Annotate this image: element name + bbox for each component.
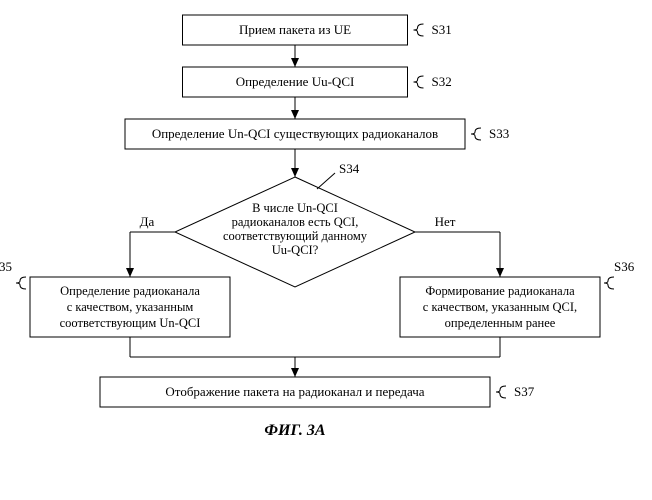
s34-id: S34	[339, 161, 360, 176]
s34-text: радиоканалов есть QCI,	[232, 215, 359, 229]
s36-bracket	[604, 277, 614, 289]
branch-no: Нет	[435, 214, 456, 229]
s34-text: В числе Un-QCI	[252, 201, 338, 215]
s32-text: Определение Uu-QCI	[236, 74, 355, 89]
s36-id: S36	[614, 259, 635, 274]
branch-yes: Да	[140, 214, 155, 229]
s34-text: соответствующий данному	[223, 229, 368, 243]
s37-text: Отображение пакета на радиоканал и перед…	[165, 384, 424, 399]
s32-id: S32	[432, 74, 452, 89]
s35-text: Определение радиоканала	[60, 284, 200, 298]
s36-text: определенным ранее	[445, 316, 556, 330]
s33-bracket	[471, 128, 481, 140]
s35-bracket	[16, 277, 26, 289]
s35-text: соответствующим Un-QCI	[60, 316, 201, 330]
s33-text: Определение Un-QCI существующих радиокан…	[152, 126, 438, 141]
s31-text: Прием пакета из UE	[239, 22, 351, 37]
s34-text: Uu-QCI?	[272, 243, 319, 257]
figure-caption: ФИГ. 3A	[264, 422, 326, 439]
s37-bracket	[496, 386, 506, 398]
s37-id: S37	[514, 384, 535, 399]
s36-text: Формирование радиоканала	[425, 284, 575, 298]
s36-text: с качеством, указанным QCI,	[423, 300, 577, 314]
s33-id: S33	[489, 126, 509, 141]
s31-id: S31	[432, 22, 452, 37]
s35-id: S35	[0, 259, 12, 274]
s35-text: с качеством, указанным	[67, 300, 194, 314]
s32-bracket	[414, 76, 424, 88]
s31-bracket	[414, 24, 424, 36]
